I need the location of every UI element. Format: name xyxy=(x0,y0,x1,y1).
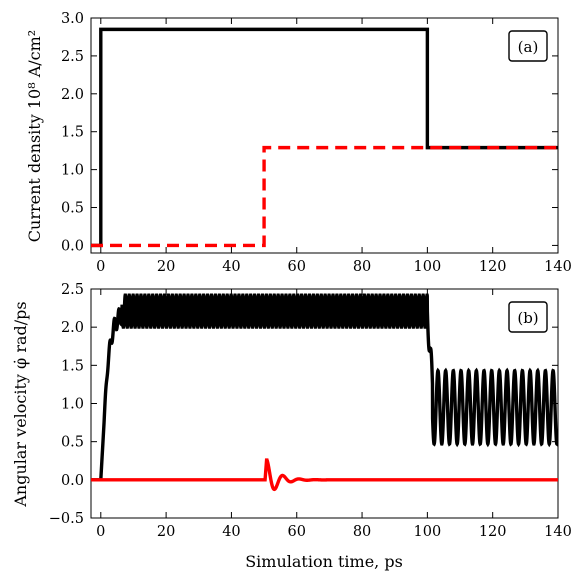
panel-b-ytick-label: 0.5 xyxy=(61,435,84,451)
panel-a-x-ticks: 0 20 40 60 80 100 120 140 xyxy=(96,18,572,275)
panel-b-label-box: (b) xyxy=(508,301,548,333)
panel-a-series xyxy=(91,27,558,248)
panel-b-xtick-label: 140 xyxy=(544,524,572,540)
panel-b-ytick-label: 2.0 xyxy=(61,320,84,336)
panel-b-ytick-label: −0.5 xyxy=(49,511,84,527)
panel-b-ytick-label: 0.0 xyxy=(61,473,84,489)
panel-a-ytick-label: 1.5 xyxy=(61,125,84,141)
panel-b-xtick-label: 100 xyxy=(414,524,442,540)
panel-b-series-0-line xyxy=(91,293,558,482)
panel-a-label-box: (a) xyxy=(508,30,548,62)
panel-a-label: (a) xyxy=(518,38,539,56)
panel-a-xtick-label: 80 xyxy=(353,259,371,275)
panel-a-ytick-label: 2.5 xyxy=(61,49,84,65)
panel-b-xtick-label: 0 xyxy=(96,524,105,540)
panel-b-series xyxy=(91,293,558,492)
panel-a-y-ticks: 0.0 0.5 1.0 1.5 2.0 2.5 3.0 xyxy=(61,11,558,254)
panel-b-xtick-label: 60 xyxy=(288,524,306,540)
panel-a-ytick-label: 0.5 xyxy=(61,201,84,217)
panel-b-xtick-label: 120 xyxy=(479,524,507,540)
panel-a-xtick-label: 20 xyxy=(157,259,175,275)
panel-b-ytick-label: 2.5 xyxy=(61,282,84,298)
panel-b-xtick-label: 80 xyxy=(353,524,371,540)
panel-a-series-0-line xyxy=(91,27,558,248)
panel-a-axes-frame xyxy=(90,17,559,254)
panel-b-ytick-label: 1.5 xyxy=(61,358,84,374)
panel-a-ytick-label: 2.0 xyxy=(61,87,84,103)
panel-a-xtick-label: 40 xyxy=(222,259,240,275)
panel-b-y-ticks: −0.5 0.0 0.5 1.0 1.5 2.0 2.5 xyxy=(49,282,558,527)
panel-a-xtick-label: 100 xyxy=(414,259,442,275)
panel-a-xtick-label: 120 xyxy=(479,259,507,275)
figure-xlabel: Simulation time, ps xyxy=(245,552,403,571)
panel-b-label: (b) xyxy=(517,309,538,327)
panel-a-ytick-label: 1.0 xyxy=(61,163,84,179)
panel-b-xtick-label: 20 xyxy=(157,524,175,540)
panel-a-ytick-label: 0.0 xyxy=(61,238,84,254)
panel-a-series-1-line xyxy=(91,145,558,248)
panel-a-ytick-label: 3.0 xyxy=(61,11,84,27)
panel-a-xtick-label: 140 xyxy=(544,259,572,275)
panel-a-chart: 0 20 40 60 80 100 120 140 0.0 0.5 1.0 1.5 2.0 2.5 3.0… xyxy=(25,11,572,275)
panel-b-series-1-line xyxy=(91,458,558,492)
panel-a-xtick-label: 60 xyxy=(288,259,306,275)
panel-b-ytick-label: 1.0 xyxy=(61,397,84,413)
panel-b-xtick-label: 40 xyxy=(222,524,240,540)
panel-a-xtick-label: 0 xyxy=(96,259,105,275)
panel-a-ylabel: Current density 10⁸ A/cm² xyxy=(25,30,44,242)
panel-b-chart: 0 20 40 60 80 100 120 140 −0.5 0.0 0.5 1.0 1.5 2.0 2.… xyxy=(11,282,572,540)
panel-b-x-ticks: 0 20 40 60 80 100 120 140 xyxy=(96,289,572,540)
panel-b-ylabel: Angular velocity φ̇ rad/ps xyxy=(11,301,30,507)
